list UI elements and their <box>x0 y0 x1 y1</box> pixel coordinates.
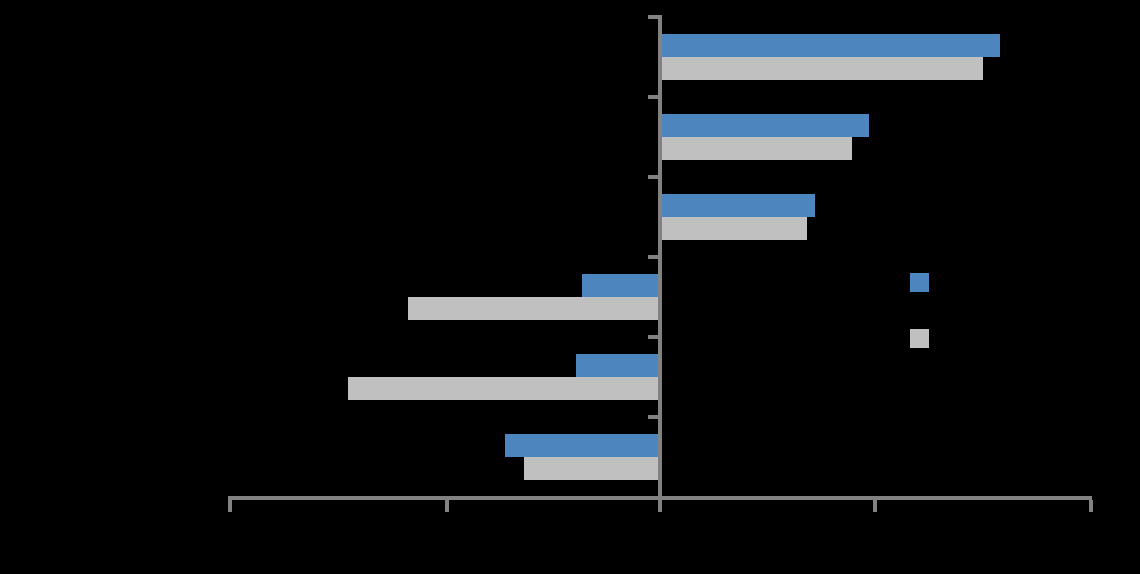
bar-blue <box>504 434 658 457</box>
bar-blue <box>582 274 658 297</box>
bar-gray <box>662 57 984 80</box>
x-axis-tick <box>228 500 232 512</box>
legend-swatch-gray <box>910 329 929 348</box>
bar-blue <box>662 194 816 217</box>
bar-gray <box>407 297 658 320</box>
x-axis-line <box>228 496 1092 500</box>
y-axis-tick <box>648 415 658 419</box>
y-axis-tick <box>648 95 658 99</box>
x-axis-tick <box>1089 500 1093 512</box>
bar-blue <box>662 34 1001 57</box>
bar-blue <box>662 114 870 137</box>
y-axis-tick <box>648 15 658 19</box>
x-axis-tick <box>445 500 449 512</box>
y-axis-tick <box>648 255 658 259</box>
x-axis-tick <box>873 500 877 512</box>
y-axis-tick <box>648 335 658 339</box>
y-axis-line <box>658 15 662 500</box>
bar-gray <box>524 457 658 480</box>
bar-gray <box>347 377 658 400</box>
bar-gray <box>662 217 807 240</box>
y-axis-tick <box>648 175 658 179</box>
bar-gray <box>662 137 852 160</box>
x-axis-tick <box>658 500 662 512</box>
legend-swatch-blue <box>910 273 929 292</box>
bar-blue <box>575 354 658 377</box>
